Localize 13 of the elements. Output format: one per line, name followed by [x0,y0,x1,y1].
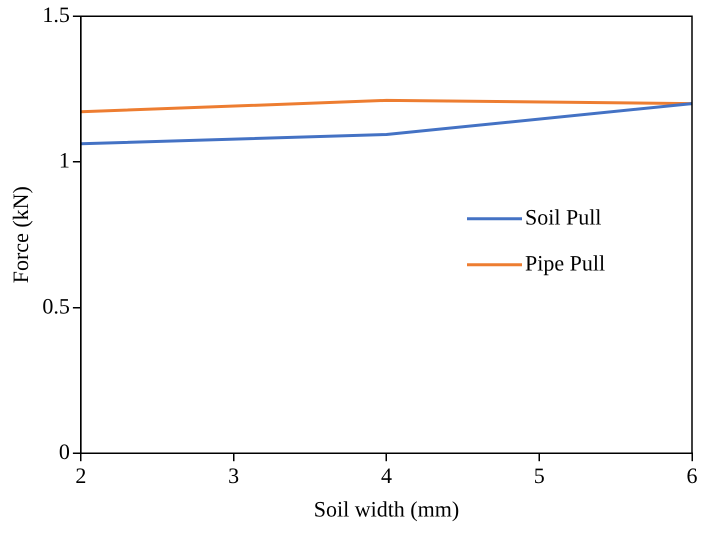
y-tick-label: 1.5 [42,2,70,27]
legend-label: Soil Pull [525,204,602,230]
y-axis-title: Force (kN) [8,186,33,284]
x-tick-label: 5 [534,463,545,488]
y-tick-label: 1 [58,148,70,173]
x-tick-label: 4 [380,463,392,488]
y-tick-label: 0 [58,438,70,464]
y-tick-label: 0.5 [42,293,70,318]
x-tick-label: 2 [75,463,86,488]
x-tick-label: 3 [228,463,240,488]
legend-label: Pipe Pull [525,250,606,276]
x-axis-title: Soil width (mm) [314,496,460,522]
x-tick-label: 6 [686,463,698,488]
